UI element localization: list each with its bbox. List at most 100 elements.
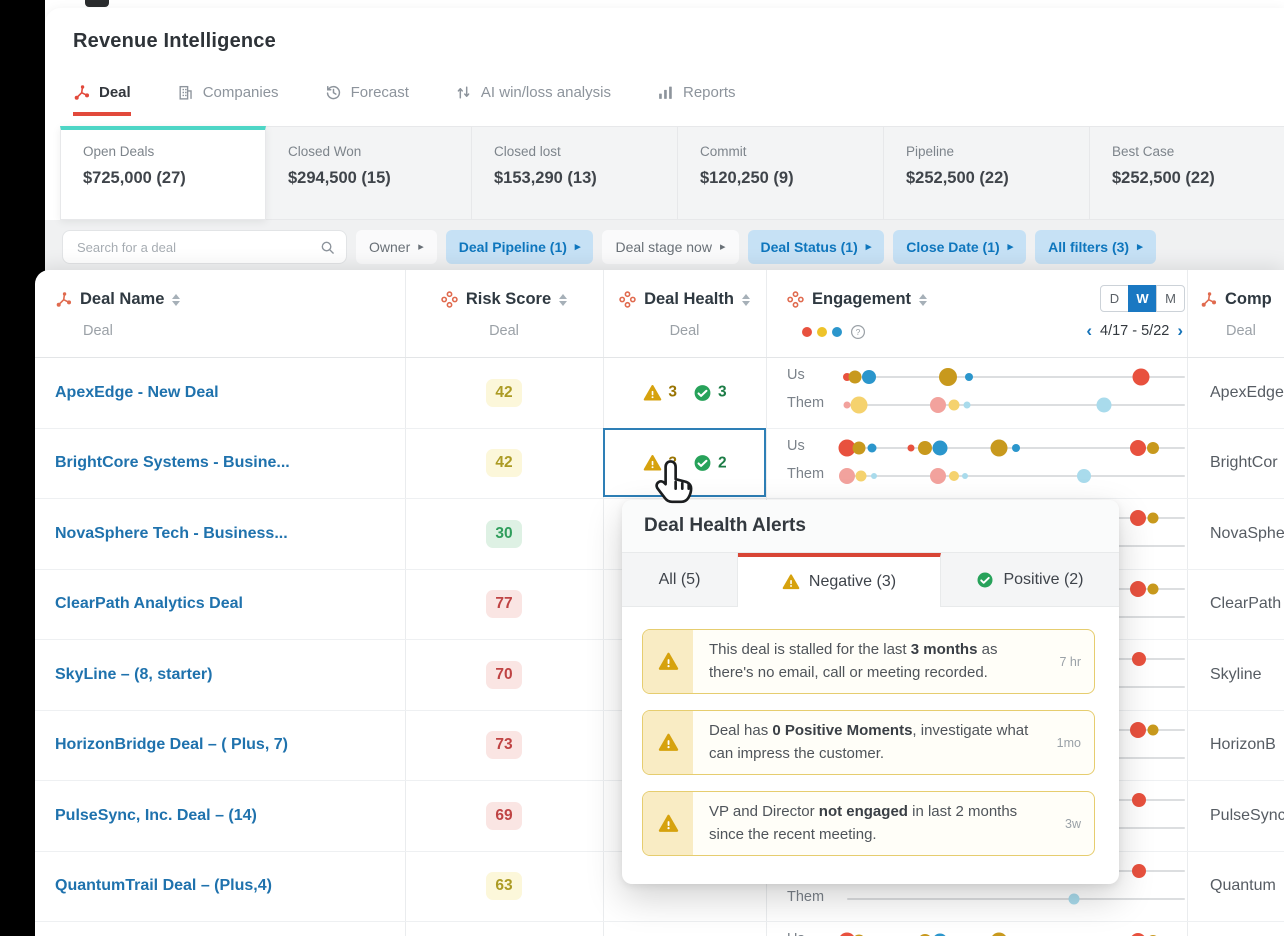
engagement-dot	[1076, 468, 1091, 483]
alert-age: 7 hr	[1059, 654, 1081, 669]
risk-score-badge[interactable]: 77	[486, 590, 522, 619]
caret-right-icon: ▸	[574, 240, 581, 253]
caret-right-icon: ▸	[1137, 240, 1143, 253]
filter-owner[interactable]: Owner ▸	[356, 230, 437, 264]
summary-label: Closed Won	[288, 144, 362, 159]
engagement-them-label: Them	[787, 465, 825, 482]
summary-card-closed-won[interactable]: Closed Won $294,500 (15)	[266, 126, 472, 220]
engagement-legend: ?	[802, 324, 866, 340]
sort-toggle-icon[interactable]	[741, 293, 750, 306]
engagement-dot	[963, 401, 971, 409]
summary-label: Commit	[700, 144, 747, 159]
tab-reports[interactable]: Reports	[657, 84, 736, 116]
engagement-dot	[1146, 441, 1159, 454]
table-row: Us Them	[35, 922, 1284, 936]
tab-label: Negative (3)	[808, 573, 897, 590]
engagement-dot	[930, 467, 947, 484]
tab-negative-alerts[interactable]: Negative (3)	[738, 553, 941, 607]
alert-card: VP and Director not engaged in last 2 mo…	[642, 791, 1095, 856]
filter-deal-status-1[interactable]: Deal Status (1) ▸	[747, 230, 885, 264]
deal-name-link[interactable]: BrightCore Systems - Busine...	[55, 454, 290, 472]
engagement-them-timeline	[843, 396, 1185, 414]
winloss-icon	[455, 84, 472, 101]
column-divider	[603, 270, 604, 936]
company-name: NovaSphe	[1210, 524, 1284, 542]
engagement-dot	[990, 932, 1008, 936]
next-date-icon[interactable]: ›	[1177, 321, 1183, 340]
help-icon[interactable]: ?	[850, 324, 866, 340]
deal-name-link[interactable]: SkyLine – (8, starter)	[55, 665, 213, 683]
summary-card-best-case[interactable]: Best Case $252,500 (22)	[1090, 126, 1284, 220]
filter-label: Owner	[369, 239, 411, 255]
filter-label: Close Date (1)	[906, 239, 1000, 255]
column-header-deal-health[interactable]: Deal Health	[603, 290, 766, 309]
risk-score-badge[interactable]: 70	[486, 660, 522, 689]
risk-score-badge[interactable]: 42	[486, 449, 522, 478]
sort-toggle-icon[interactable]	[172, 293, 181, 306]
summary-card-closed-lost[interactable]: Closed lost $153,290 (13)	[472, 126, 678, 220]
engagement-dot	[1129, 580, 1146, 597]
tab-deal[interactable]: Deal	[73, 84, 131, 116]
search-input[interactable]	[62, 230, 347, 264]
deal-name-link[interactable]: QuantumTrail Deal – (Plus,4)	[55, 877, 272, 895]
revenue-intelligence-panel: Revenue Intelligence Deal Companies Fore…	[45, 8, 1284, 274]
period-option-w[interactable]: W	[1128, 285, 1157, 312]
sort-toggle-icon[interactable]	[559, 293, 568, 306]
warning-icon	[658, 813, 679, 834]
deal-name-link[interactable]: NovaSphere Tech - Business...	[55, 524, 288, 542]
engagement-dot	[1012, 443, 1020, 452]
summary-card-commit[interactable]: Commit $120,250 (9)	[678, 126, 884, 220]
warning-icon	[643, 383, 662, 402]
filter-close-date-1[interactable]: Close Date (1) ▸	[893, 230, 1027, 264]
period-option-m[interactable]: M	[1156, 285, 1185, 312]
engagement-dot	[848, 370, 862, 384]
summary-card-pipeline[interactable]: Pipeline $252,500 (22)	[884, 126, 1090, 220]
engagement-dot	[1129, 721, 1146, 738]
column-header-company[interactable]: Comp	[1200, 290, 1272, 309]
filter-deal-stage-now[interactable]: Deal stage now ▸	[602, 230, 739, 264]
deal-name-link[interactable]: HorizonBridge Deal – ( Plus, 7)	[55, 736, 288, 754]
engagement-dot	[1068, 893, 1079, 904]
engagement-dot	[852, 934, 866, 936]
deal-name-link[interactable]: ApexEdge - New Deal	[55, 383, 219, 401]
tab-all-alerts[interactable]: All (5)	[622, 553, 738, 607]
period-option-d[interactable]: D	[1100, 285, 1129, 312]
warning-icon	[643, 454, 662, 473]
risk-score-badge[interactable]: 69	[486, 801, 522, 830]
search-field[interactable]	[75, 238, 320, 256]
tab-label: Companies	[202, 84, 279, 101]
alerts-list: This deal is stalled for the last 3 mont…	[622, 607, 1119, 856]
deal-name-link[interactable]: ClearPath Analytics Deal	[55, 595, 243, 613]
column-header-engagement[interactable]: Engagement	[787, 290, 928, 309]
risk-score-badge[interactable]: 30	[486, 519, 522, 548]
engagement-dot	[839, 467, 855, 484]
tab-companies[interactable]: Companies	[177, 84, 279, 116]
deal-health-cell[interactable]: 3 3	[610, 383, 760, 402]
engagement-them-label: Them	[787, 888, 825, 905]
column-header-risk-score[interactable]: Risk Score	[405, 290, 603, 309]
deal-name-link[interactable]: PulseSync, Inc. Deal – (14)	[55, 806, 257, 824]
risk-score-badge[interactable]: 73	[486, 731, 522, 760]
risk-score-badge[interactable]: 63	[486, 872, 522, 901]
filter-all-filters-3[interactable]: All filters (3) ▸	[1035, 230, 1156, 264]
engagement-dot	[1129, 510, 1146, 526]
engagement-dot	[843, 373, 851, 381]
engagement-dot	[852, 441, 866, 454]
summary-value: $120,250 (9)	[700, 169, 794, 187]
prev-date-icon[interactable]: ‹	[1086, 321, 1092, 340]
risk-score-badge[interactable]: 42	[486, 378, 522, 407]
filter-pills: Owner ▸ Deal Pipeline (1) ▸ Deal stage n…	[356, 230, 1156, 264]
engagement-dot	[907, 444, 915, 451]
engagement-dot	[1132, 652, 1147, 666]
tab-ai-win-loss-analysis[interactable]: AI win/loss analysis	[455, 84, 611, 116]
column-header-deal-name[interactable]: Deal Name	[55, 290, 181, 309]
alert-icon-strip	[643, 630, 693, 693]
summary-card-open-deals[interactable]: Open Deals $725,000 (27)	[60, 126, 266, 220]
tab-forecast[interactable]: Forecast	[325, 84, 409, 116]
engagement-dot	[962, 472, 969, 479]
company-name: Quantum	[1210, 877, 1276, 895]
sort-toggle-icon[interactable]	[919, 293, 928, 306]
filter-deal-pipeline-1[interactable]: Deal Pipeline (1) ▸	[445, 230, 594, 264]
tab-positive-alerts[interactable]: Positive (2)	[941, 553, 1119, 607]
